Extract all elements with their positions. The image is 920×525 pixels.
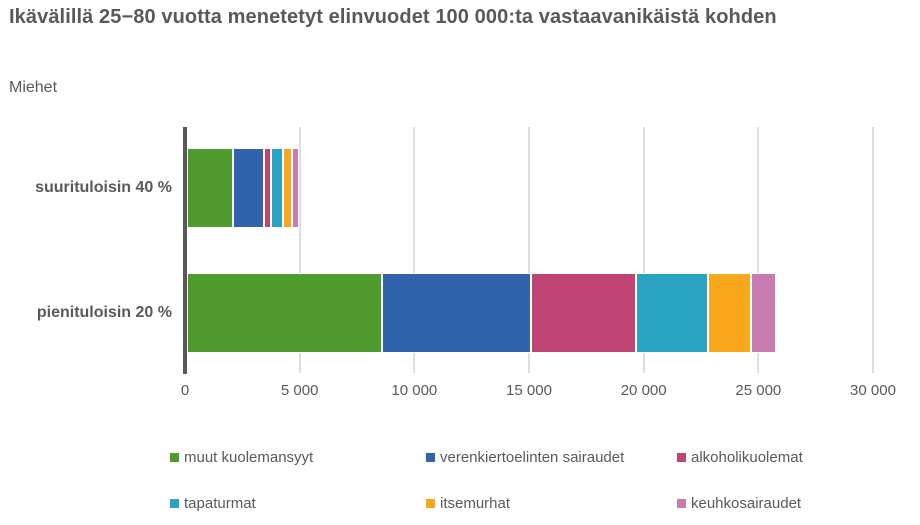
y-axis-line: [183, 127, 187, 374]
legend-item: tapaturmat: [170, 495, 256, 512]
category-label: pienituloisin 20 %: [36, 304, 172, 321]
bar-segment: [381, 273, 531, 353]
bar-segment: [636, 273, 708, 353]
legend-item: muut kuolemansyyt: [170, 449, 313, 466]
gridline: [413, 127, 416, 373]
x-axis-tick-label: 5 000: [280, 382, 319, 399]
chart-subtitle: Miehet: [9, 79, 58, 96]
page-title: Ikävälillä 25−80 vuotta menetetyt elinvu…: [9, 6, 777, 28]
x-axis-tick-label: 20 000: [620, 382, 667, 399]
legend-swatch-icon: [170, 499, 179, 508]
gridline: [298, 127, 301, 373]
category-label: suurituloisin 40 %: [35, 179, 172, 196]
legend-item: verenkiertoelinten sairaudet: [426, 449, 624, 466]
legend-item: alkoholikuolemat: [677, 449, 803, 466]
gridline: [872, 127, 874, 373]
x-axis-tick-label: 15 000: [506, 382, 552, 399]
legend: muut kuolemansyyt verenkiertoelinten sair…: [170, 449, 910, 519]
legend-swatch-icon: [426, 499, 435, 508]
gridline: [528, 127, 530, 373]
gridline: [642, 127, 645, 373]
bar-row: [187, 148, 300, 228]
plot-area: [183, 127, 874, 374]
legend-label: tapaturmat: [184, 495, 256, 512]
legend-label: keuhkosairaudet: [691, 495, 802, 512]
legend-swatch-icon: [677, 499, 686, 508]
bar-segment: [707, 273, 752, 353]
legend-swatch-icon: [677, 453, 686, 462]
bar-row: [187, 273, 777, 353]
bar-segment: [292, 148, 300, 228]
gridline: [757, 127, 760, 373]
bar-segment: [751, 273, 777, 353]
bar-segment: [530, 273, 637, 353]
legend-item: keuhkosairaudet: [677, 495, 801, 512]
bar-segment: [263, 148, 272, 228]
bar-segment: [187, 148, 233, 228]
legend-label: verenkiertoelinten sairaudet: [440, 449, 625, 466]
bar-segment: [232, 148, 264, 228]
bar-segment: [187, 273, 382, 353]
legend-label: itsemurhat: [440, 495, 511, 512]
bar-segment: [271, 148, 283, 228]
legend-swatch-icon: [170, 453, 179, 462]
legend-label: muut kuolemansyyt: [184, 449, 314, 466]
x-axis-tick-label: 10 000: [391, 382, 438, 399]
x-axis-tick-label: 25 000: [735, 382, 782, 399]
bar-segment: [282, 148, 293, 228]
x-axis-tick-label: 0: [180, 382, 190, 399]
x-axis-tick-label: 30 000: [850, 382, 896, 399]
legend-label: alkoholikuolemat: [691, 449, 803, 466]
legend-swatch-icon: [426, 453, 435, 462]
legend-item: itsemurhat: [426, 495, 510, 512]
